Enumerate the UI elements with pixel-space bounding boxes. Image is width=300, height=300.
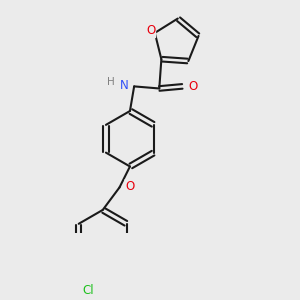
Text: O: O [188,80,197,93]
Text: N: N [120,79,129,92]
Text: Cl: Cl [82,284,94,297]
Text: O: O [125,180,135,193]
Text: O: O [146,24,155,37]
Text: H: H [107,77,115,87]
